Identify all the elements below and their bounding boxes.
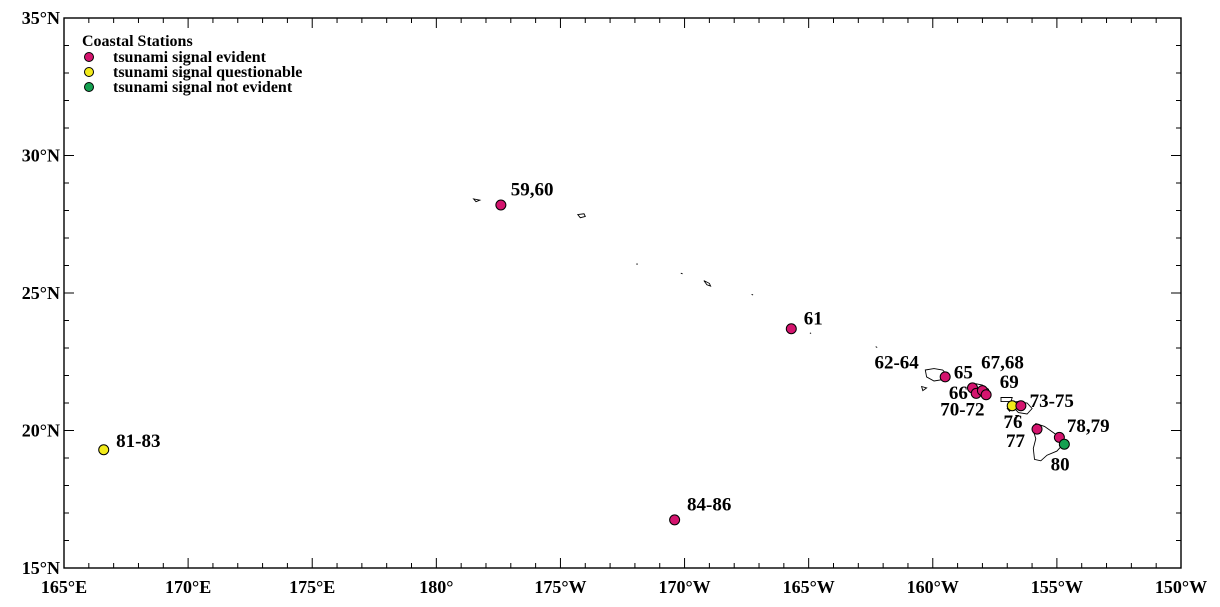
island-outline <box>875 346 878 348</box>
station-marker-not-evident <box>1058 438 1070 450</box>
lon-tick-label: 175°W <box>534 577 586 597</box>
legend-swatch <box>84 52 94 62</box>
station-marker-evident <box>785 323 797 335</box>
lon-tick-label: 170°E <box>165 577 211 597</box>
legend-title: Coastal Stations <box>82 33 193 50</box>
lat-tick-label: 35°N <box>22 8 60 28</box>
station-marker-evident <box>495 199 507 211</box>
lon-tick-label: 175°E <box>289 577 335 597</box>
map-frame <box>63 17 1182 569</box>
station-marker-evident <box>1015 400 1027 412</box>
legend-swatch <box>84 82 94 92</box>
station-label: 81-83 <box>116 431 160 452</box>
station-label: 59,60 <box>511 179 554 200</box>
station-label: 84-86 <box>687 494 731 515</box>
station-label: 76 <box>1004 412 1023 433</box>
station-label: 65 <box>954 362 973 383</box>
lat-tick-label: 20°N <box>22 421 60 441</box>
lat-tick-label: 15°N <box>22 558 60 578</box>
lon-tick-label: 165°W <box>783 577 835 597</box>
lon-tick-label: 160°W <box>907 577 959 597</box>
station-label: 69 <box>1000 372 1019 393</box>
legend: Coastal Stations tsunami signal evidentt… <box>82 33 302 96</box>
legend-label: tsunami signal not evident <box>113 79 293 96</box>
station-label: 61 <box>804 309 823 330</box>
axis-ticks <box>63 17 1182 569</box>
island-outline <box>680 272 683 275</box>
island-outline <box>1014 414 1020 418</box>
station-label: 62-64 <box>874 353 919 374</box>
station-label: 67,68 <box>981 353 1024 374</box>
station-marker-evident <box>669 514 681 526</box>
station-markers <box>98 199 1070 526</box>
lon-tick-label: 180° <box>419 577 453 597</box>
island-outline <box>703 280 712 287</box>
station-label: 77 <box>1006 431 1026 452</box>
island-outline <box>809 332 812 334</box>
station-label: 78,79 <box>1067 416 1110 437</box>
station-marker-evident <box>1031 423 1043 435</box>
island-outline <box>472 198 482 203</box>
station-marker-evident <box>939 371 951 383</box>
coastlines <box>472 198 1064 462</box>
lat-tick-label: 30°N <box>22 146 60 166</box>
station-marker-questionable <box>98 444 110 456</box>
island-outline <box>920 385 928 392</box>
lon-tick-label: 150°W <box>1155 577 1207 597</box>
legend-label: tsunami signal questionable <box>113 64 302 81</box>
island-outline <box>576 213 586 219</box>
lon-tick-label: 170°W <box>658 577 710 597</box>
station-label: 66 <box>949 383 968 404</box>
legend-swatch <box>84 67 94 77</box>
station-label: 80 <box>1051 454 1070 475</box>
legend-label: tsunami signal evident <box>113 49 267 66</box>
station-label: 70-72 <box>940 399 984 420</box>
lon-tick-label: 155°W <box>1031 577 1083 597</box>
lon-tick-label: 165°E <box>41 577 87 597</box>
station-marker-evident <box>980 389 992 401</box>
station-label: 73-75 <box>1030 391 1074 412</box>
lat-tick-label: 25°N <box>22 283 60 303</box>
island-outline <box>751 293 754 296</box>
